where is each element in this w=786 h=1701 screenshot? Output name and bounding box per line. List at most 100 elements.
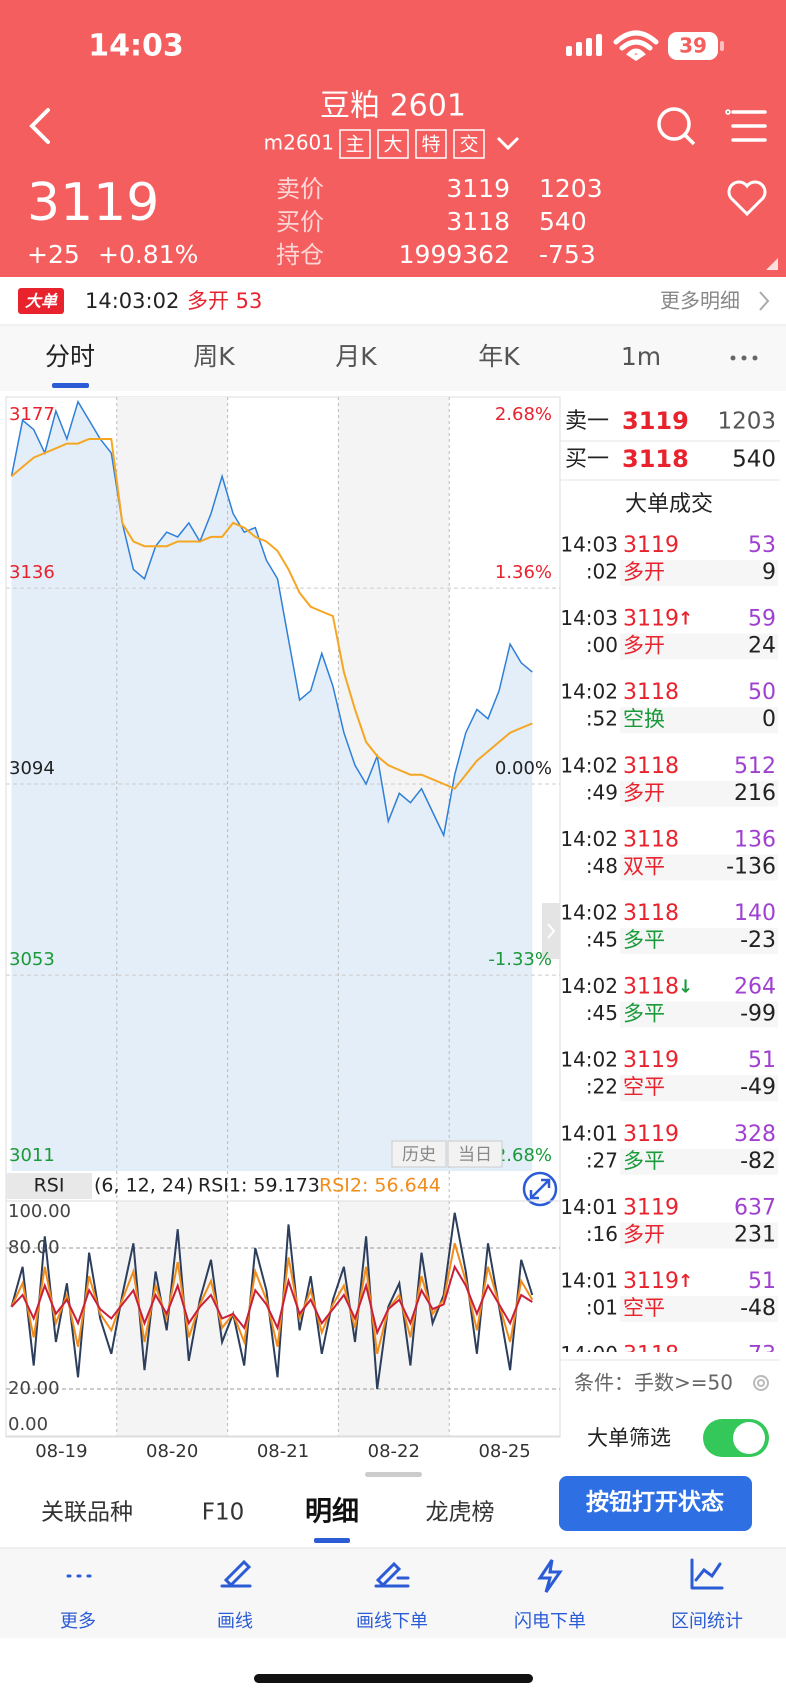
order-volume: 51	[748, 1048, 776, 1073]
order-delta: 24	[748, 634, 776, 659]
x-tick-label: 08-25	[478, 1441, 530, 1462]
order-action: 多平	[623, 928, 665, 952]
chart-tab[interactable]: 周K	[193, 342, 235, 371]
more-tab[interactable]	[730, 355, 758, 361]
chart-tab[interactable]: 1m	[621, 342, 661, 371]
order-sec: :45	[586, 1001, 618, 1025]
floating-button[interactable]	[559, 1476, 752, 1531]
order-sec: :45	[586, 928, 618, 952]
chart-button[interactable]	[447, 1140, 503, 1168]
ticker-badge	[18, 288, 64, 314]
filter-condition: 条件：手数>=50	[574, 1371, 733, 1395]
more-chevron[interactable]	[759, 291, 770, 311]
code-dropdown[interactable]	[496, 136, 520, 151]
row-bg	[620, 560, 778, 586]
order-volume: 59	[748, 607, 776, 632]
order-action: 多开	[623, 560, 665, 584]
order-action: 空换	[623, 707, 665, 731]
order-price: 3119	[623, 607, 679, 632]
average-line	[10, 438, 533, 790]
settings-icon[interactable]	[753, 1375, 769, 1391]
toolbar-label[interactable]: 更多	[60, 1611, 96, 1632]
order-delta: -82	[740, 1149, 776, 1174]
order-sec: :52	[586, 707, 618, 731]
battery-icon	[668, 32, 718, 60]
search-button[interactable]	[657, 107, 696, 146]
order-price: 3119	[623, 533, 679, 558]
order-sec: :49	[586, 780, 618, 804]
book-volume: 540	[732, 447, 776, 473]
order-action: 多开	[623, 1222, 665, 1246]
toolbar-label[interactable]: 闪电下单	[514, 1611, 586, 1632]
order-time: 14:01	[560, 1121, 618, 1145]
row-bg	[620, 1296, 778, 1322]
big-orders-list: 14:03 3119 53:02 多开 914:03 3119 ↑ 59:00 多开 2414:0…	[560, 533, 778, 1368]
book-volume: 1203	[717, 409, 776, 435]
order-volume: 53	[748, 533, 776, 558]
toolbar-label[interactable]: 画线	[217, 1611, 253, 1632]
day-band	[116, 1201, 228, 1436]
tag-box	[415, 129, 447, 159]
order-price: 3119	[623, 1048, 679, 1073]
rsi-tick-label: 0.00	[8, 1414, 48, 1435]
change-pct: +0.81%	[98, 240, 198, 269]
row-bg	[620, 633, 778, 660]
toolbar-label[interactable]: 画线下单	[356, 1611, 428, 1632]
quote-price: 1999362	[399, 240, 510, 269]
tag: 大	[383, 134, 402, 156]
rsi-line	[10, 1264, 533, 1336]
quote-label: 卖价	[276, 175, 324, 203]
back-button[interactable]	[29, 108, 50, 144]
order-action: 空平	[623, 1296, 665, 1320]
contract-code: m2601	[264, 131, 334, 155]
expand-button[interactable]	[522, 1171, 558, 1207]
favorite-button[interactable]	[727, 180, 767, 217]
toolbar-label[interactable]: 区间统计	[671, 1611, 743, 1632]
order-volume: 50	[748, 680, 776, 705]
order-price: 3118	[623, 827, 679, 852]
menu-button[interactable]	[725, 109, 767, 142]
bottom-tab[interactable]: F10	[202, 1500, 245, 1526]
x-tick-label: 08-21	[257, 1441, 309, 1462]
drag-handle[interactable]	[365, 1472, 422, 1477]
more-details[interactable]: 更多明细	[660, 289, 740, 313]
row-bg	[620, 1001, 778, 1028]
y-tick-label: 3136	[9, 562, 55, 583]
order-action: 双平	[623, 854, 665, 878]
order-volume: 637	[734, 1195, 776, 1220]
order-action: 多开	[623, 634, 665, 658]
rsi1-value: RSI1: 59.173	[198, 1175, 320, 1197]
bottom-tab[interactable]: 明细	[305, 1496, 359, 1528]
order-price: 3118	[623, 680, 679, 705]
chart-tab[interactable]: 分时	[45, 342, 95, 371]
chart-tab[interactable]: 年K	[478, 342, 520, 371]
tag: 交	[459, 134, 478, 156]
quote-volume: -753	[539, 240, 596, 269]
order-price: 3118	[623, 1343, 679, 1368]
bottom-tab[interactable]: 关联品种	[41, 1500, 133, 1526]
status-time: 14:03	[88, 29, 184, 64]
order-volume: 264	[734, 975, 776, 1000]
row-bg	[620, 1222, 778, 1249]
order-delta: -48	[740, 1296, 776, 1321]
y-tick-label: 3053	[9, 949, 55, 970]
book-label: 卖一	[565, 409, 609, 434]
bottom-tab[interactable]: 龙虎榜	[426, 1500, 495, 1526]
quote-price: 3118	[446, 207, 510, 236]
order-time: 14:02	[560, 1048, 618, 1072]
ticker-action: 多开 53	[187, 289, 262, 313]
order-delta: -136	[726, 854, 776, 879]
quote-price: 3119	[446, 174, 510, 203]
tag: 特	[421, 134, 440, 156]
rsi-label: RSI	[34, 1175, 65, 1197]
order-sec: :16	[586, 1222, 618, 1246]
collapse-tab[interactable]	[542, 903, 560, 959]
rsi-params: (6, 12, 24)	[94, 1175, 193, 1197]
order-delta: -23	[740, 928, 776, 953]
price-area	[11, 401, 533, 1171]
ticker-badge-text: 大单	[25, 292, 58, 311]
order-time: 14:02	[560, 901, 618, 925]
order-action: 多平	[623, 1002, 665, 1026]
chart-button[interactable]	[391, 1140, 447, 1168]
chart-tab[interactable]: 月K	[335, 342, 377, 371]
